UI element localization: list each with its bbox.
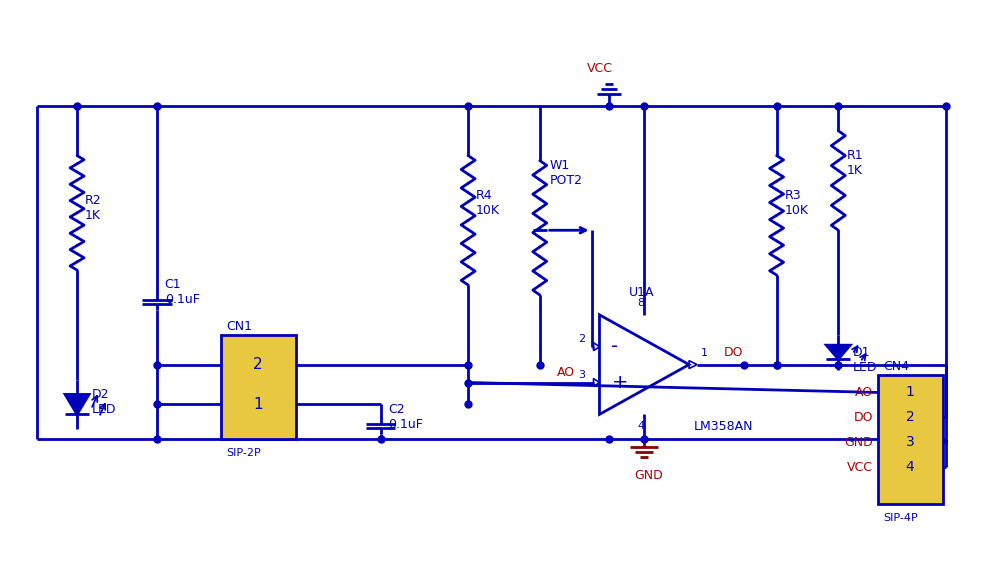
Text: 0.1uF: 0.1uF xyxy=(389,418,423,431)
Text: 1: 1 xyxy=(253,397,263,412)
Text: W1: W1 xyxy=(550,159,570,172)
Text: D1: D1 xyxy=(854,346,870,359)
Text: AO: AO xyxy=(855,386,873,399)
Text: 2: 2 xyxy=(578,334,585,343)
Text: CN4: CN4 xyxy=(883,360,909,373)
Text: 1K: 1K xyxy=(847,164,862,177)
Text: 1: 1 xyxy=(906,385,915,399)
Text: LED: LED xyxy=(854,361,877,374)
Text: R3: R3 xyxy=(784,189,801,202)
Polygon shape xyxy=(827,345,851,359)
Text: 8: 8 xyxy=(637,298,645,308)
Text: 3: 3 xyxy=(578,369,585,380)
Text: C2: C2 xyxy=(389,403,405,416)
Text: LED: LED xyxy=(92,403,117,416)
Text: 2: 2 xyxy=(253,357,263,372)
Text: DO: DO xyxy=(724,346,744,359)
Text: 1: 1 xyxy=(701,347,708,358)
Text: 0.1uF: 0.1uF xyxy=(164,293,200,306)
Text: LM358AN: LM358AN xyxy=(694,420,754,433)
Text: DO: DO xyxy=(854,411,873,424)
Text: POT2: POT2 xyxy=(550,174,583,187)
Text: +: + xyxy=(611,373,628,392)
Text: U1A: U1A xyxy=(629,287,655,299)
Text: SIP-2P: SIP-2P xyxy=(226,448,261,458)
Text: -: - xyxy=(611,337,618,356)
Text: 10K: 10K xyxy=(784,204,809,217)
Text: GND: GND xyxy=(634,469,663,482)
Text: 10K: 10K xyxy=(476,204,500,217)
Text: AO: AO xyxy=(557,366,575,379)
Bar xyxy=(222,335,296,439)
Text: R4: R4 xyxy=(476,189,493,202)
Text: R2: R2 xyxy=(85,194,102,207)
Polygon shape xyxy=(65,394,89,415)
Text: SIP-4P: SIP-4P xyxy=(883,513,918,523)
Text: 3: 3 xyxy=(906,435,914,449)
Text: VCC: VCC xyxy=(848,461,873,474)
Text: C1: C1 xyxy=(164,279,181,292)
Text: GND: GND xyxy=(845,436,873,449)
Text: 4: 4 xyxy=(906,460,914,474)
Text: 1K: 1K xyxy=(85,209,101,222)
Text: 2: 2 xyxy=(906,411,914,424)
Text: 4: 4 xyxy=(638,421,645,431)
Text: CN1: CN1 xyxy=(226,320,252,333)
Bar xyxy=(878,374,943,504)
Text: D2: D2 xyxy=(92,388,110,401)
Text: VCC: VCC xyxy=(586,61,612,74)
Text: R1: R1 xyxy=(847,149,862,162)
